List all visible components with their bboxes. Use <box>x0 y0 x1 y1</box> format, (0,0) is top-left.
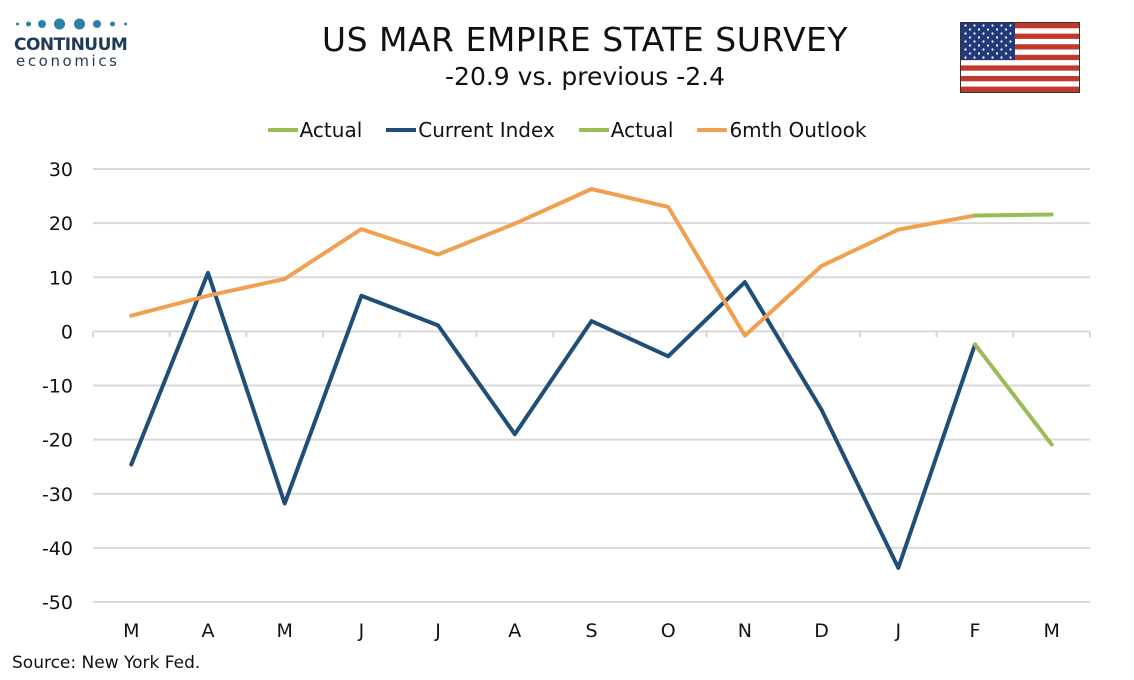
x-tick-label: D <box>814 620 829 642</box>
chart-legend: Actual Current Index Actual 6mth Outlook <box>0 118 1134 142</box>
y-tick-label: 10 <box>49 267 73 289</box>
x-tick-label: J <box>434 620 441 642</box>
chart-title: US MAR EMPIRE STATE SURVEY <box>321 20 849 59</box>
legend-item-current-index: Current Index <box>386 118 555 142</box>
continuum-logo: CONTINUUM economics <box>14 14 134 70</box>
series-line-actual-1 <box>973 342 1054 447</box>
logo-dots-icon <box>14 14 134 34</box>
y-tick-label: -20 <box>42 430 73 452</box>
x-tick-label: M <box>277 620 293 642</box>
series-line-current-index-0 <box>129 270 977 570</box>
legend-item-6mth-outlook: 6mth Outlook <box>697 118 866 142</box>
x-tick-label: S <box>585 620 597 642</box>
logo-subtitle: economics <box>16 52 120 70</box>
legend-swatch-current-index <box>386 128 417 132</box>
series-line-actual-3 <box>973 212 1054 218</box>
y-tick-label: -30 <box>42 484 73 506</box>
legend-swatch-actual-1 <box>267 128 298 132</box>
y-tick-label: 0 <box>61 321 73 343</box>
x-tick-label: J <box>894 620 901 642</box>
y-tick-label: -50 <box>42 592 73 614</box>
chart-subtitle: -20.9 vs. previous -2.4 <box>445 62 725 91</box>
y-tick-label: -40 <box>42 538 73 560</box>
y-tick-label: 20 <box>49 213 73 235</box>
legend-label-actual-2: Actual <box>610 118 674 142</box>
legend-item-actual-1: Actual <box>267 118 363 142</box>
x-tick-label: O <box>661 620 676 642</box>
legend-item-actual-2: Actual <box>578 118 674 142</box>
x-tick-label: A <box>202 620 215 642</box>
x-tick-label: F <box>969 620 980 642</box>
legend-label-actual-1: Actual <box>299 118 363 142</box>
source-note: Source: New York Fed. <box>12 653 201 673</box>
x-tick-label: M <box>1043 620 1059 642</box>
legend-swatch-6mth-outlook <box>697 128 728 132</box>
legend-swatch-actual-2 <box>578 128 609 132</box>
y-tick-label: 30 <box>49 159 73 181</box>
legend-label-current-index: Current Index <box>418 118 555 142</box>
x-tick-label: J <box>358 620 365 642</box>
y-tick-label: -10 <box>42 376 73 398</box>
us-flag-icon <box>960 22 1080 93</box>
legend-label-6mth-outlook: 6mth Outlook <box>729 118 867 142</box>
x-tick-label: A <box>508 620 521 642</box>
series-line-6mth-outlook-2 <box>129 187 977 338</box>
logo-wordmark: CONTINUUM <box>14 35 128 55</box>
x-tick-label: M <box>123 620 139 642</box>
x-tick-label: N <box>738 620 752 642</box>
